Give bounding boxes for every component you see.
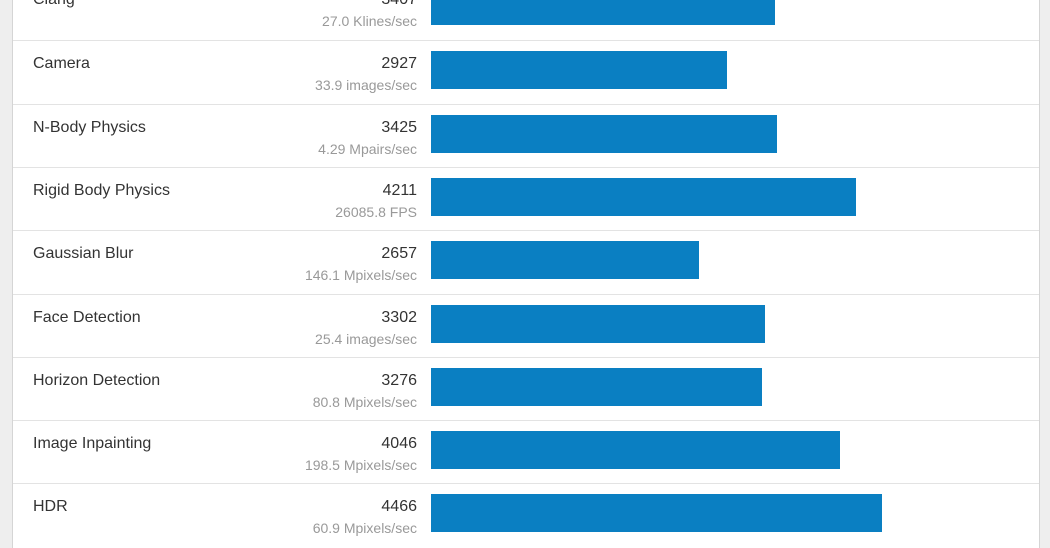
- benchmark-row: Face Detection 3302 25.4 images/sec: [13, 293, 1039, 358]
- benchmark-rate: 25.4 images/sec: [315, 330, 417, 347]
- benchmark-results-panel: Clang 3407 27.0 Klines/sec Camera 2927 33.9 i…: [12, 0, 1040, 548]
- benchmark-rate: 33.9 images/sec: [315, 77, 417, 94]
- benchmark-score: 3407: [381, 0, 417, 9]
- score-bar: [431, 114, 777, 153]
- benchmark-name: Face Detection: [33, 308, 141, 326]
- benchmark-row: Horizon Detection 3276 80.8 Mpixels/sec: [13, 356, 1039, 421]
- benchmark-rate: 80.8 Mpixels/sec: [312, 393, 417, 410]
- benchmark-score: 4211: [382, 181, 417, 199]
- benchmark-rate: 146.1 Mpixels/sec: [304, 267, 417, 284]
- score-bar: [431, 0, 776, 25]
- score-bar: [431, 494, 883, 533]
- benchmark-rate: 27.0 Klines/sec: [322, 13, 417, 29]
- benchmark-score: 4466: [381, 498, 417, 516]
- benchmark-name: Horizon Detection: [33, 371, 161, 389]
- benchmark-row: Gaussian Blur 2657 146.1 Mpixels/sec: [13, 230, 1039, 294]
- score-bar: [431, 241, 700, 280]
- benchmark-rate: 26085.8 FPS: [335, 203, 417, 220]
- benchmark-name: Rigid Body Physics: [33, 181, 170, 199]
- score-bar: [431, 431, 840, 470]
- benchmark-name: HDR: [33, 498, 68, 516]
- benchmark-name: Image Inpainting: [33, 435, 152, 453]
- benchmark-score: 3302: [381, 308, 417, 326]
- benchmark-name: Gaussian Blur: [33, 245, 134, 263]
- benchmark-row: Camera 2927 33.9 images/sec: [13, 40, 1039, 104]
- benchmark-score: 3425: [381, 118, 417, 136]
- benchmark-row: Clang 3407 27.0 Klines/sec: [13, 0, 1039, 40]
- benchmark-rate: 198.5 Mpixels/sec: [304, 457, 417, 474]
- score-bar: [431, 177, 857, 216]
- score-bar: [431, 51, 727, 90]
- benchmark-name: N-Body Physics: [33, 118, 146, 136]
- benchmark-name: Clang: [33, 0, 75, 9]
- benchmark-score: 3276: [381, 371, 417, 389]
- score-bar: [431, 367, 762, 406]
- benchmark-rate: 60.9 Mpixels/sec: [312, 520, 417, 537]
- benchmark-rate: 4.29 Mpairs/sec: [318, 140, 417, 157]
- benchmark-row: Rigid Body Physics 4211 26085.8 FPS: [13, 166, 1039, 231]
- benchmark-score: 2657: [381, 245, 417, 263]
- benchmark-score: 4046: [381, 435, 417, 453]
- benchmark-row: N-Body Physics 3425 4.29 Mpairs/sec: [13, 103, 1039, 168]
- benchmark-row: Image Inpainting 4046 198.5 Mpixels/sec: [13, 420, 1039, 484]
- score-bar: [431, 304, 765, 343]
- benchmark-name: Camera: [33, 55, 90, 73]
- benchmark-row: HDR 4466 60.9 Mpixels/sec: [13, 483, 1039, 547]
- benchmark-score: 2927: [381, 55, 417, 73]
